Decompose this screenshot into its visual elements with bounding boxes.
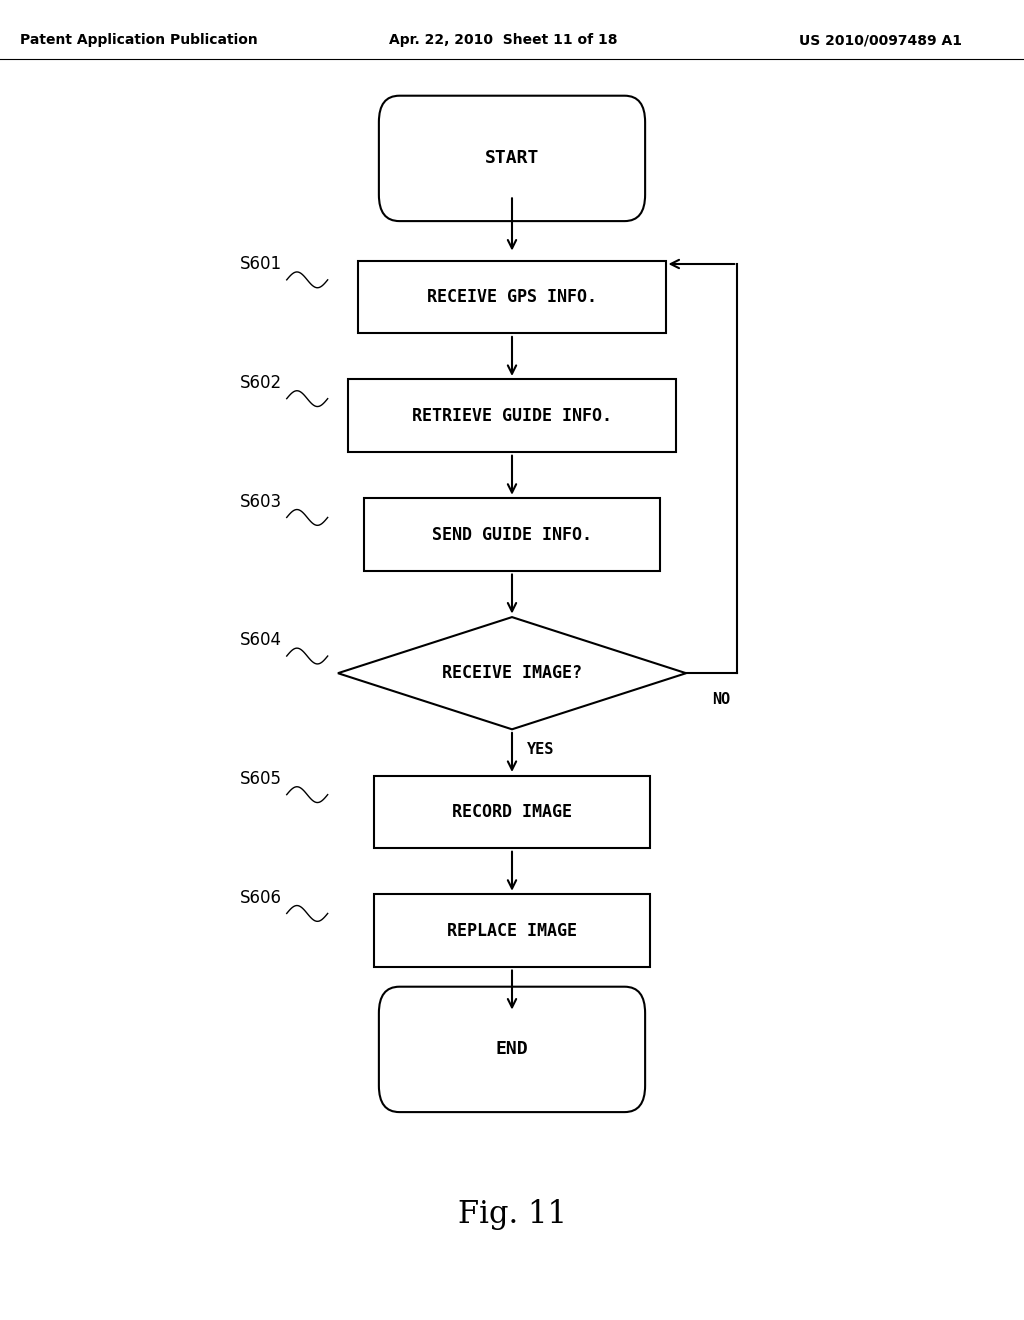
Text: S602: S602	[240, 374, 282, 392]
Bar	[348, 379, 676, 451]
Text: RETRIEVE GUIDE INFO.: RETRIEVE GUIDE INFO.	[412, 407, 612, 425]
Text: END: END	[496, 1040, 528, 1059]
Text: Fig. 11: Fig. 11	[458, 1199, 566, 1230]
FancyBboxPatch shape	[379, 987, 645, 1111]
Text: S605: S605	[240, 770, 282, 788]
Text: Apr. 22, 2010  Sheet 11 of 18: Apr. 22, 2010 Sheet 11 of 18	[389, 33, 617, 48]
Text: RECEIVE GPS INFO.: RECEIVE GPS INFO.	[427, 288, 597, 306]
Polygon shape	[338, 618, 686, 729]
Text: S603: S603	[240, 492, 282, 511]
Bar	[364, 498, 660, 570]
Text: REPLACE IMAGE: REPLACE IMAGE	[447, 921, 577, 940]
Text: Patent Application Publication: Patent Application Publication	[20, 33, 258, 48]
Bar	[358, 260, 666, 333]
Bar	[374, 776, 650, 849]
FancyBboxPatch shape	[379, 96, 645, 220]
Text: NO: NO	[712, 692, 730, 708]
Text: S604: S604	[240, 631, 282, 649]
Text: S606: S606	[240, 888, 282, 907]
Text: RECORD IMAGE: RECORD IMAGE	[452, 803, 572, 821]
Text: START: START	[484, 149, 540, 168]
Text: SEND GUIDE INFO.: SEND GUIDE INFO.	[432, 525, 592, 544]
Text: YES: YES	[527, 742, 555, 758]
Text: RECEIVE IMAGE?: RECEIVE IMAGE?	[442, 664, 582, 682]
Text: S601: S601	[240, 255, 282, 273]
Text: US 2010/0097489 A1: US 2010/0097489 A1	[799, 33, 962, 48]
Bar	[374, 895, 650, 966]
